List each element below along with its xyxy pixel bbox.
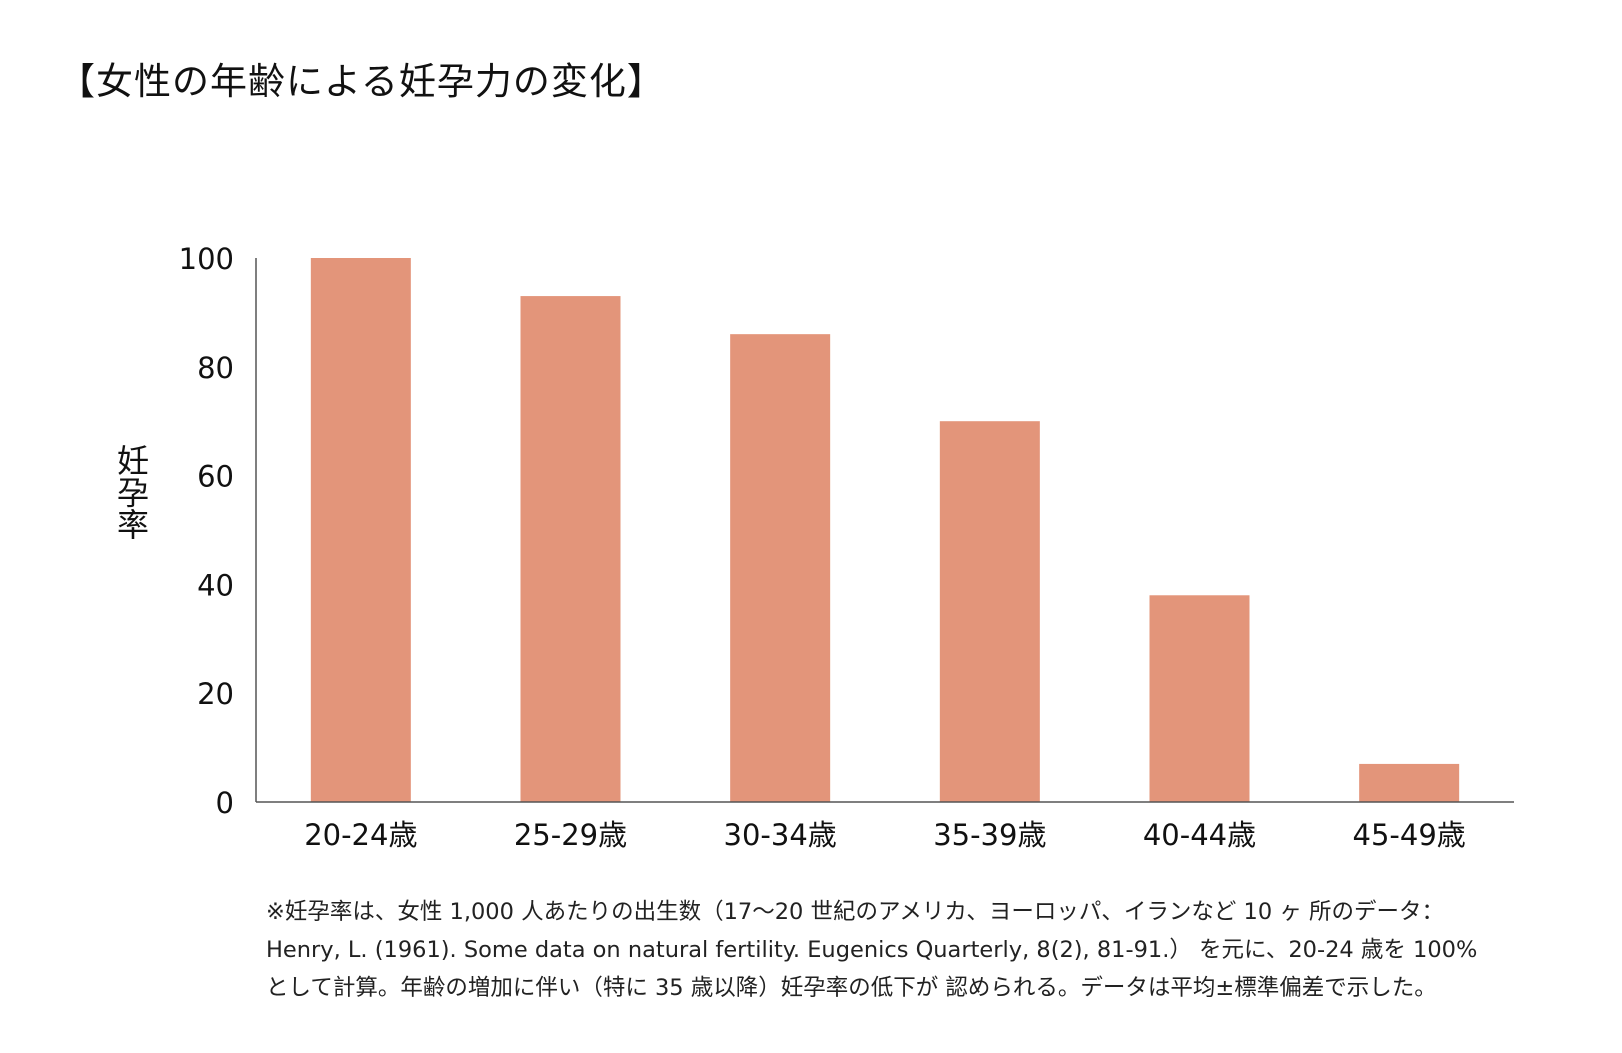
bar <box>1149 595 1250 802</box>
y-tick-label: 20 <box>197 677 234 711</box>
x-tick-label: 25-29歳 <box>514 818 627 852</box>
bar <box>730 334 831 802</box>
chart-footnote: ※妊孕率は、女性 1,000 人あたりの出生数（17〜20 世紀のアメリカ、ヨー… <box>266 899 1478 1001</box>
bars <box>310 258 1460 802</box>
y-tick-label: 60 <box>197 460 234 494</box>
x-tick-label: 35-39歳 <box>933 818 1046 852</box>
bar <box>520 296 621 802</box>
bar <box>939 421 1040 802</box>
y-tick-label: 40 <box>197 568 234 602</box>
y-axis-ticks: 0 20 40 60 80 100 <box>179 242 234 820</box>
x-tick-label: 40-44歳 <box>1143 818 1256 852</box>
x-tick-label: 45-49歳 <box>1353 818 1466 852</box>
chart-title: 【女性の年齢による妊孕力の変化】 <box>58 60 665 103</box>
x-tick-label: 30-34歳 <box>724 818 837 852</box>
y-axis-label: 妊孕率 <box>112 444 150 540</box>
x-axis-ticks: 20-24歳 25-29歳 30-34歳 35-39歳 40-44歳 45-49歳 <box>304 818 1466 852</box>
bar <box>1359 763 1460 802</box>
x-tick-label: 20-24歳 <box>304 818 417 852</box>
bar-chart: 0 20 40 60 80 100 20-24歳 25-29歳 30-34歳 35-39歳 40-… <box>179 242 1514 852</box>
bar <box>310 258 411 802</box>
y-tick-label: 100 <box>179 242 234 276</box>
y-tick-label: 0 <box>216 786 234 820</box>
y-tick-label: 80 <box>197 351 234 385</box>
